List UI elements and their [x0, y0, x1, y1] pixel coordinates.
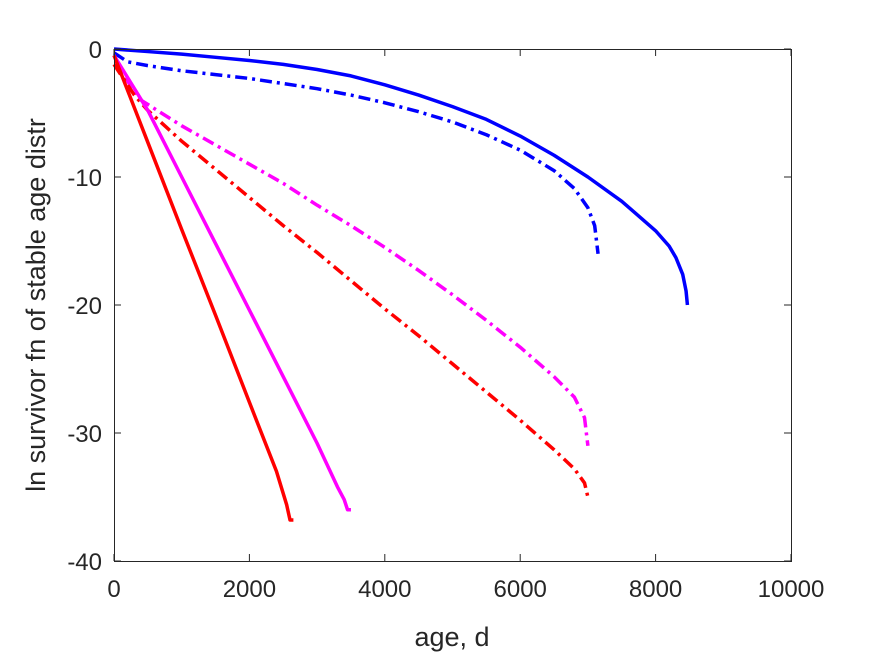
- series-layer: [112, 47, 690, 522]
- series-line-4: [112, 63, 590, 498]
- series-line-5: [112, 54, 351, 512]
- x-tick-label: 0: [107, 576, 120, 603]
- y-tick-label: -10: [67, 165, 102, 192]
- series-line-6: [112, 54, 294, 522]
- y-tick-label: -40: [67, 549, 102, 576]
- x-tick-label: 6000: [494, 576, 547, 603]
- series-line-1: [113, 47, 690, 306]
- x-tick-label: 2000: [223, 576, 276, 603]
- plot-background: [114, 49, 791, 561]
- series-line-2: [113, 51, 600, 255]
- x-tick-label: 10000: [758, 576, 825, 603]
- y-tick-label: 0: [89, 37, 102, 64]
- x-axis-title: age, d: [414, 622, 489, 652]
- tick-layer: 0 2000 4000 6000 8000 10000 0 -10 -20 -30 -40: [67, 37, 824, 603]
- y-tick-label: -30: [67, 421, 102, 448]
- x-tick-label: 4000: [358, 576, 411, 603]
- y-axis-title: ln survivor fn of stable age distr: [21, 118, 51, 492]
- x-tick-label: 8000: [629, 576, 682, 603]
- y-tick-label: -20: [67, 293, 102, 320]
